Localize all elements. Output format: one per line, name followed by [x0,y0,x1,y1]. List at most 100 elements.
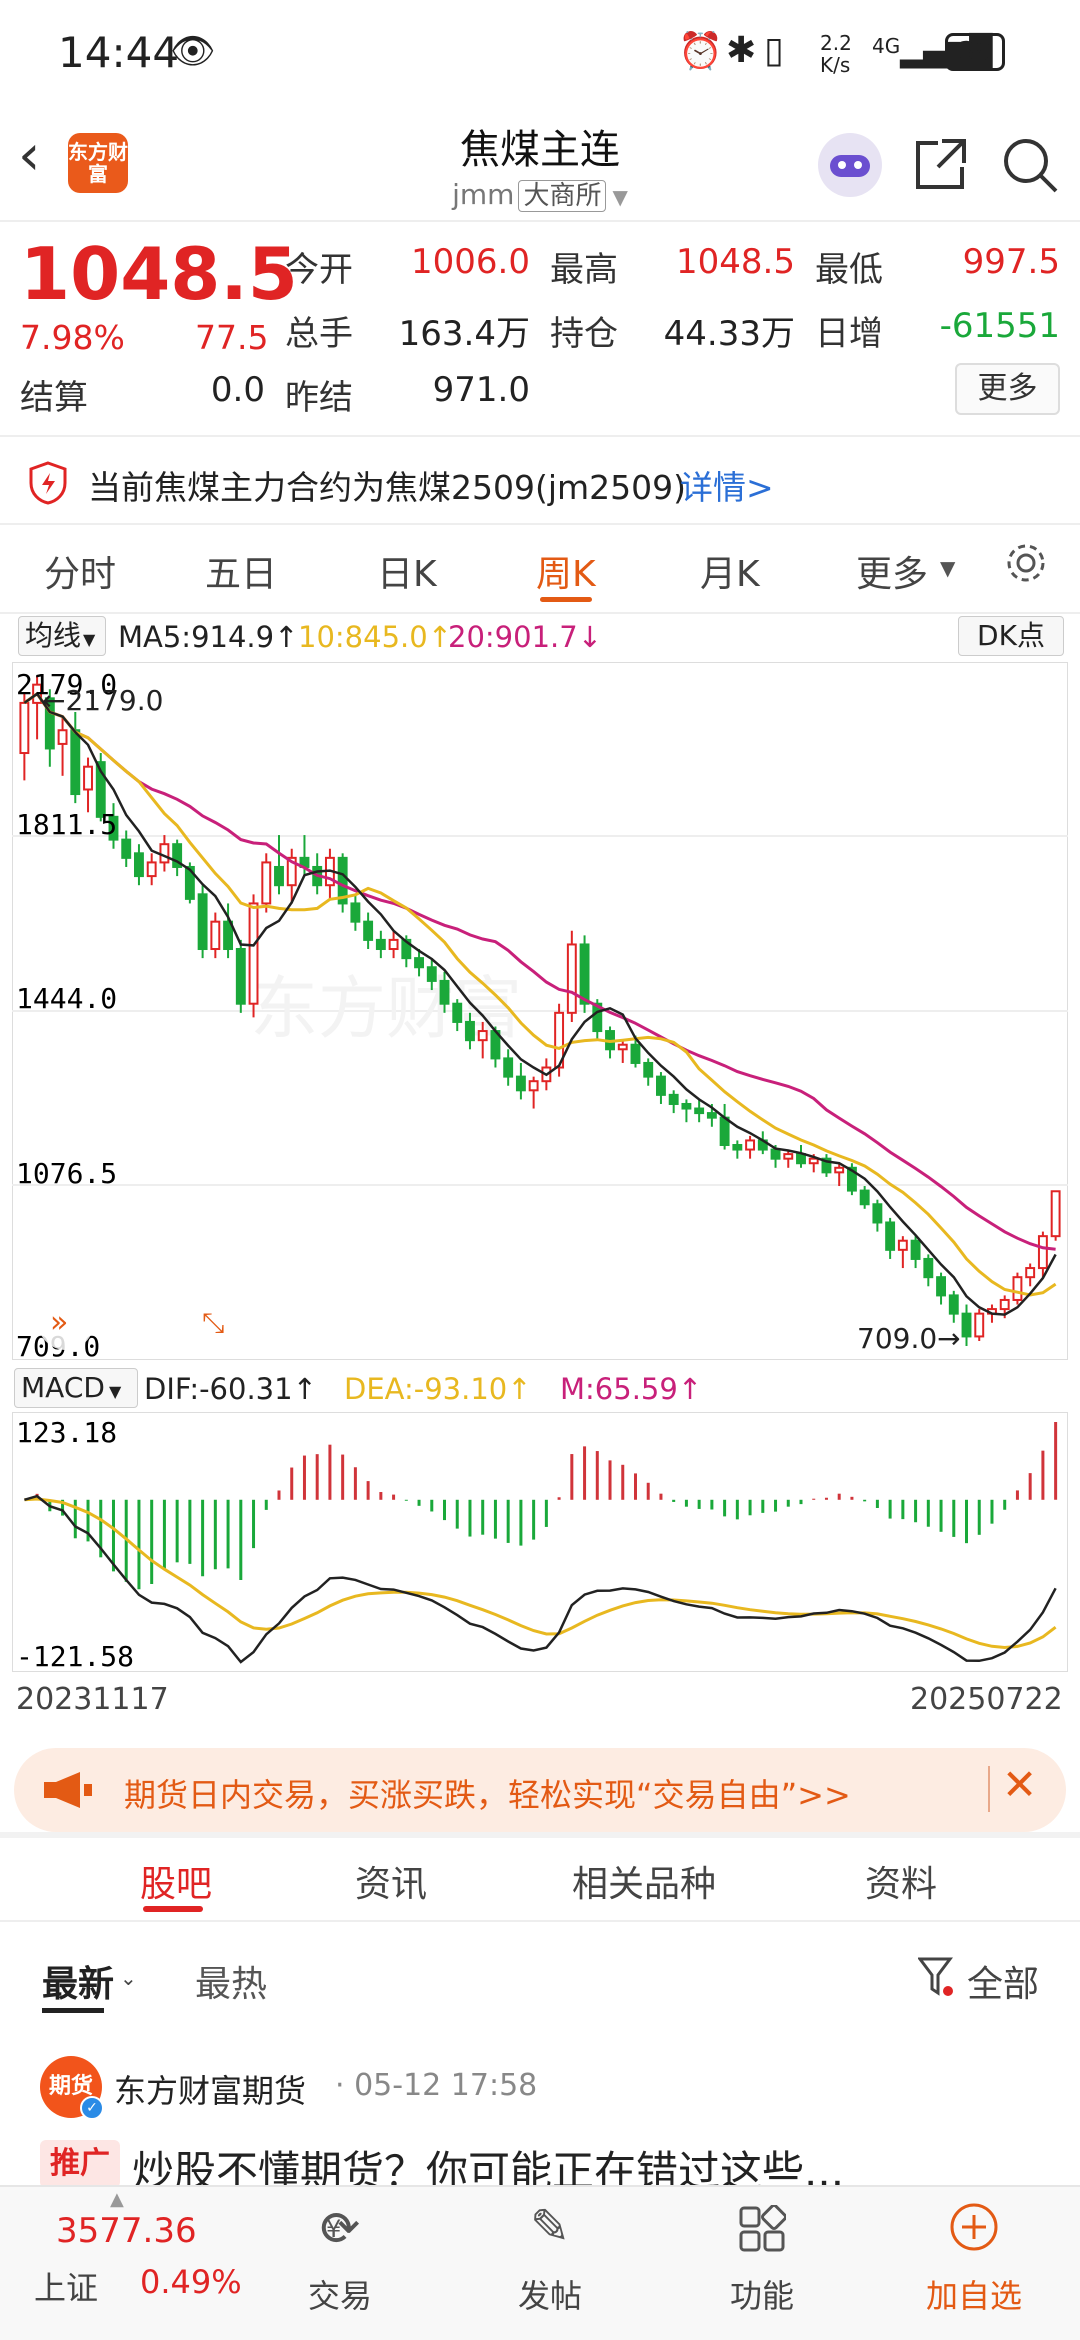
prev-settle-label: 昨结 [285,378,353,418]
index-value[interactable]: 3577.36 [56,2211,197,2251]
candle-body [57,729,68,745]
notice-bar[interactable]: 当前焦煤主力合约为焦煤2509(jm2509) 详情> [0,435,1080,525]
filter-icon[interactable] [918,1955,956,1999]
candle-body [146,861,157,878]
tab-profile[interactable]: 资料 [865,1864,938,1905]
candle-body [745,1139,756,1151]
bottom-nav: ▲ 3577.36 上证 0.49% ⟳ ¥ 交易 ✎ 发帖 功能 加自选 [0,2185,1080,2340]
candle-body [1050,1190,1061,1238]
exchange-tag: 大商所 [518,180,607,212]
active-tab-indicator [42,2008,104,2013]
candle-body [19,701,30,755]
tab-guba[interactable]: 股吧 [140,1864,213,1905]
alarm-icon: ⏰ [678,31,723,72]
candle-body [184,865,195,900]
macd-chart[interactable]: 123.18 -121.58 [12,1412,1068,1672]
nav-add-watchlist[interactable]: 加自选 [925,2277,1022,2315]
gear-icon[interactable] [1004,541,1048,585]
candle-body [414,957,424,969]
nav-function[interactable]: 功能 [729,2277,794,2315]
promo-banner[interactable]: 期货日内交易，买涨买跌，轻松实现“交易自由”>> ✕ [14,1748,1066,1832]
avatar[interactable]: 期货 [40,2056,102,2118]
promo-text: 期货日内交易，买涨买跌，轻松实现“交易自由”>> [124,1776,851,1814]
assistant-avatar-icon[interactable] [818,133,882,197]
back-icon[interactable]: ‹ [18,123,41,188]
candle-body [1012,1276,1023,1301]
candle-body [274,865,284,887]
collapse-arrows-icon[interactable]: » [38,1294,94,1350]
candle-body [821,1157,832,1174]
candle-body [948,1294,959,1315]
tab-intraday[interactable]: 分时 [44,554,117,595]
settle-label: 结算 [20,378,88,418]
candle-body [108,815,119,841]
post-author[interactable]: 东方财富期货 [114,2072,307,2110]
close-icon[interactable]: ✕ [1002,1760,1038,1809]
active-tab-indicator [143,1906,203,1912]
feed-tab-latest[interactable]: 最新 [42,1964,115,2005]
candle-body [159,843,170,864]
eye-icon: 👁 [170,31,216,72]
dk-point-button[interactable]: DK点 [958,616,1064,656]
candle-body [732,1144,743,1151]
index-change[interactable]: 0.49% [140,2263,242,2301]
tab-monthly-k[interactable]: 月K [700,554,760,595]
filter-all[interactable]: 全部 [967,1964,1040,2005]
candle-body [465,1020,475,1042]
fullscreen-icon[interactable]: ⤡ [190,1294,246,1350]
candle-body [1037,1235,1048,1270]
search-icon[interactable] [1000,135,1060,195]
dea-value: DEA:-93.10↑ [344,1372,532,1406]
promo-tag: 推广 [40,2140,120,2188]
edit-icon[interactable]: ✎ [529,2199,571,2255]
low-value: 997.5 [962,242,1060,282]
tab-five-day[interactable]: 五日 [205,554,278,595]
tab-news[interactable]: 资讯 [355,1864,428,1905]
tab-daily-k[interactable]: 日K [377,554,437,595]
tab-more[interactable]: 更多 [856,554,929,595]
candle-body [44,697,55,750]
candle-body [617,1043,628,1051]
indicator-select[interactable]: 均线 ▼ [18,616,106,656]
candle-body [95,761,106,818]
add-circle-icon[interactable] [948,2201,1000,2253]
kline-chart[interactable]: 东方财富 2179.0 1811.5 1444.0 1076.5 709.0 ←… [12,662,1068,1360]
share-icon[interactable] [912,135,970,193]
trade-icon[interactable]: ⟳ [319,2201,361,2257]
grid-icon[interactable] [738,2205,786,2253]
candle-body [999,1298,1010,1311]
feed-tab-hot[interactable]: 最热 [195,1964,268,2005]
low-label: 最低 [815,250,883,290]
tab-weekly-k[interactable]: 周K [536,554,596,595]
candle-body [350,902,361,923]
index-name[interactable]: 上证 [34,2269,99,2307]
candle-body [656,1075,666,1096]
ma20-line [23,691,1056,1251]
y-label-top: 2179.0 [16,668,117,701]
candle-body [910,1239,921,1260]
candle-body [706,1112,717,1119]
candle-body [1025,1267,1036,1279]
candle-body [961,1312,972,1338]
app-logo: 东方财富 [68,133,128,193]
tab-related[interactable]: 相关品种 [572,1864,717,1905]
contract-subtitle[interactable]: jmm 大商所 ▼ [0,175,1080,212]
candle-body [515,1075,526,1092]
more-button[interactable]: 更多 [955,363,1060,415]
nav-trade[interactable]: 交易 [307,2277,372,2315]
status-time: 14:44 [58,28,180,77]
divider [0,220,1080,222]
prev-settle-value: 971.0 [432,370,530,410]
dif-value: DIF:-60.31↑ [144,1372,317,1406]
open-value: 1006.0 [411,242,530,282]
sub-indicator-select[interactable]: MACD ▼ [14,1368,138,1408]
nav-post[interactable]: 发帖 [517,2277,582,2315]
ma5-value: MA5:914.9↑ [118,620,299,654]
notice-detail-link[interactable]: 详情> [680,468,774,507]
open-label: 今开 [285,250,353,290]
dea-line [24,1497,1057,1650]
volume-label: 总手 [285,314,353,354]
candle-body [808,1157,819,1165]
header: ‹ 东方财富 焦煤主连 jmm 大商所 ▼ [0,105,1080,220]
svg-text:⤡: ⤡ [202,1306,224,1339]
